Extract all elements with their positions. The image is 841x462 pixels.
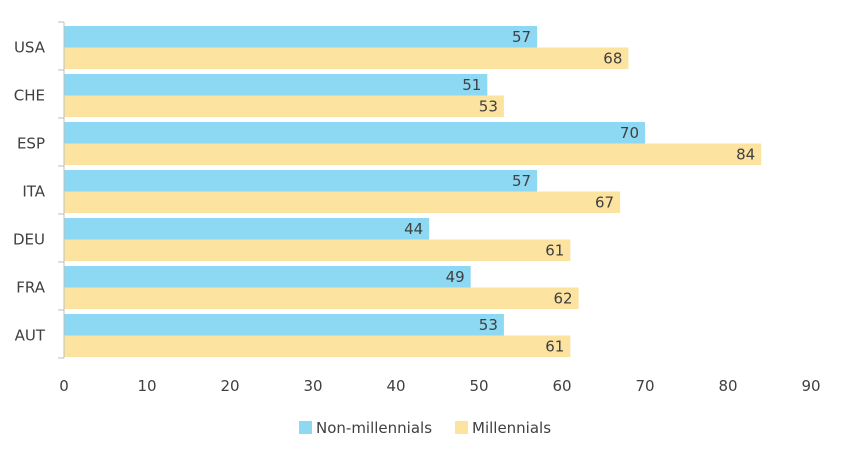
x-tick-label-40: 40 — [386, 377, 405, 395]
data-label-non-millennials-aut: 53 — [479, 316, 498, 334]
x-tick-label-0: 0 — [59, 377, 69, 395]
category-label-che: CHE — [14, 87, 45, 105]
data-label-millennials-usa: 68 — [603, 49, 622, 67]
category-label-deu: DEU — [13, 231, 45, 249]
bar-non-millennials-esp — [64, 122, 645, 144]
legend-label-non-millennials: Non-millennials — [316, 419, 432, 437]
data-label-non-millennials-che: 51 — [462, 76, 481, 94]
data-label-millennials-deu: 61 — [545, 241, 564, 259]
axis-layer — [58, 21, 65, 359]
data-label-millennials-esp: 84 — [736, 145, 755, 163]
bar-millennials-ita — [64, 191, 621, 213]
bar-non-millennials-aut — [64, 314, 504, 336]
bar-non-millennials-ita — [64, 170, 538, 192]
x-tick-label-20: 20 — [220, 377, 239, 395]
data-label-millennials-aut: 61 — [545, 337, 564, 355]
legend-swatch-non-millennials — [299, 421, 312, 434]
x-tick-label-60: 60 — [552, 377, 571, 395]
x-tick-label-10: 10 — [137, 377, 156, 395]
category-label-usa: USA — [14, 39, 46, 57]
bar-millennials-esp — [64, 143, 762, 165]
data-label-non-millennials-ita: 57 — [512, 172, 531, 190]
x-tick-label-70: 70 — [635, 377, 654, 395]
data-label-millennials-ita: 67 — [595, 193, 614, 211]
labels-layer: 57 68 USA 51 53 CHE 70 84 ESP 57 67 ITA 44 61 DEU 49 62 F… — [13, 28, 821, 395]
x-tick-label-30: 30 — [303, 377, 322, 395]
bar-millennials-che — [64, 95, 504, 117]
data-label-millennials-fra: 62 — [554, 289, 573, 307]
category-label-esp: ESP — [17, 135, 45, 153]
bar-non-millennials-deu — [64, 218, 430, 240]
legend: Non-millennials Millennials — [299, 419, 551, 437]
x-tick-label-50: 50 — [469, 377, 488, 395]
data-label-non-millennials-usa: 57 — [512, 28, 531, 46]
bars-layer — [64, 26, 762, 357]
data-label-non-millennials-esp: 70 — [620, 124, 639, 142]
bar-millennials-usa — [64, 47, 629, 69]
bar-non-millennials-usa — [64, 26, 538, 48]
legend-label-millennials: Millennials — [472, 419, 551, 437]
category-label-aut: AUT — [15, 327, 46, 345]
category-label-fra: FRA — [16, 279, 45, 297]
data-label-non-millennials-deu: 44 — [404, 220, 423, 238]
bar-millennials-deu — [64, 239, 571, 261]
data-label-millennials-che: 53 — [479, 97, 498, 115]
legend-swatch-millennials — [455, 421, 468, 434]
bar-non-millennials-fra — [64, 266, 471, 288]
x-tick-label-80: 80 — [718, 377, 737, 395]
category-label-ita: ITA — [22, 183, 45, 201]
bar-millennials-fra — [64, 287, 579, 309]
x-tick-label-90: 90 — [801, 377, 820, 395]
data-label-non-millennials-fra: 49 — [446, 268, 465, 286]
bar-millennials-aut — [64, 335, 571, 357]
bar-non-millennials-che — [64, 74, 488, 96]
